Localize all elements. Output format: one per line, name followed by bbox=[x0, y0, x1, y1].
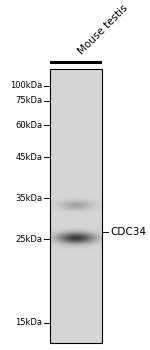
Bar bbox=[50, 69, 102, 343]
Text: 100kDa: 100kDa bbox=[10, 81, 43, 90]
Text: 45kDa: 45kDa bbox=[16, 153, 43, 162]
Text: Mouse testis: Mouse testis bbox=[76, 3, 129, 56]
Text: CDC34: CDC34 bbox=[111, 226, 147, 237]
Text: 35kDa: 35kDa bbox=[15, 194, 43, 203]
Text: 75kDa: 75kDa bbox=[15, 96, 43, 105]
Text: 15kDa: 15kDa bbox=[16, 318, 43, 327]
Text: 60kDa: 60kDa bbox=[15, 121, 43, 130]
Text: 25kDa: 25kDa bbox=[16, 235, 43, 244]
Bar bbox=[50, 61, 102, 64]
